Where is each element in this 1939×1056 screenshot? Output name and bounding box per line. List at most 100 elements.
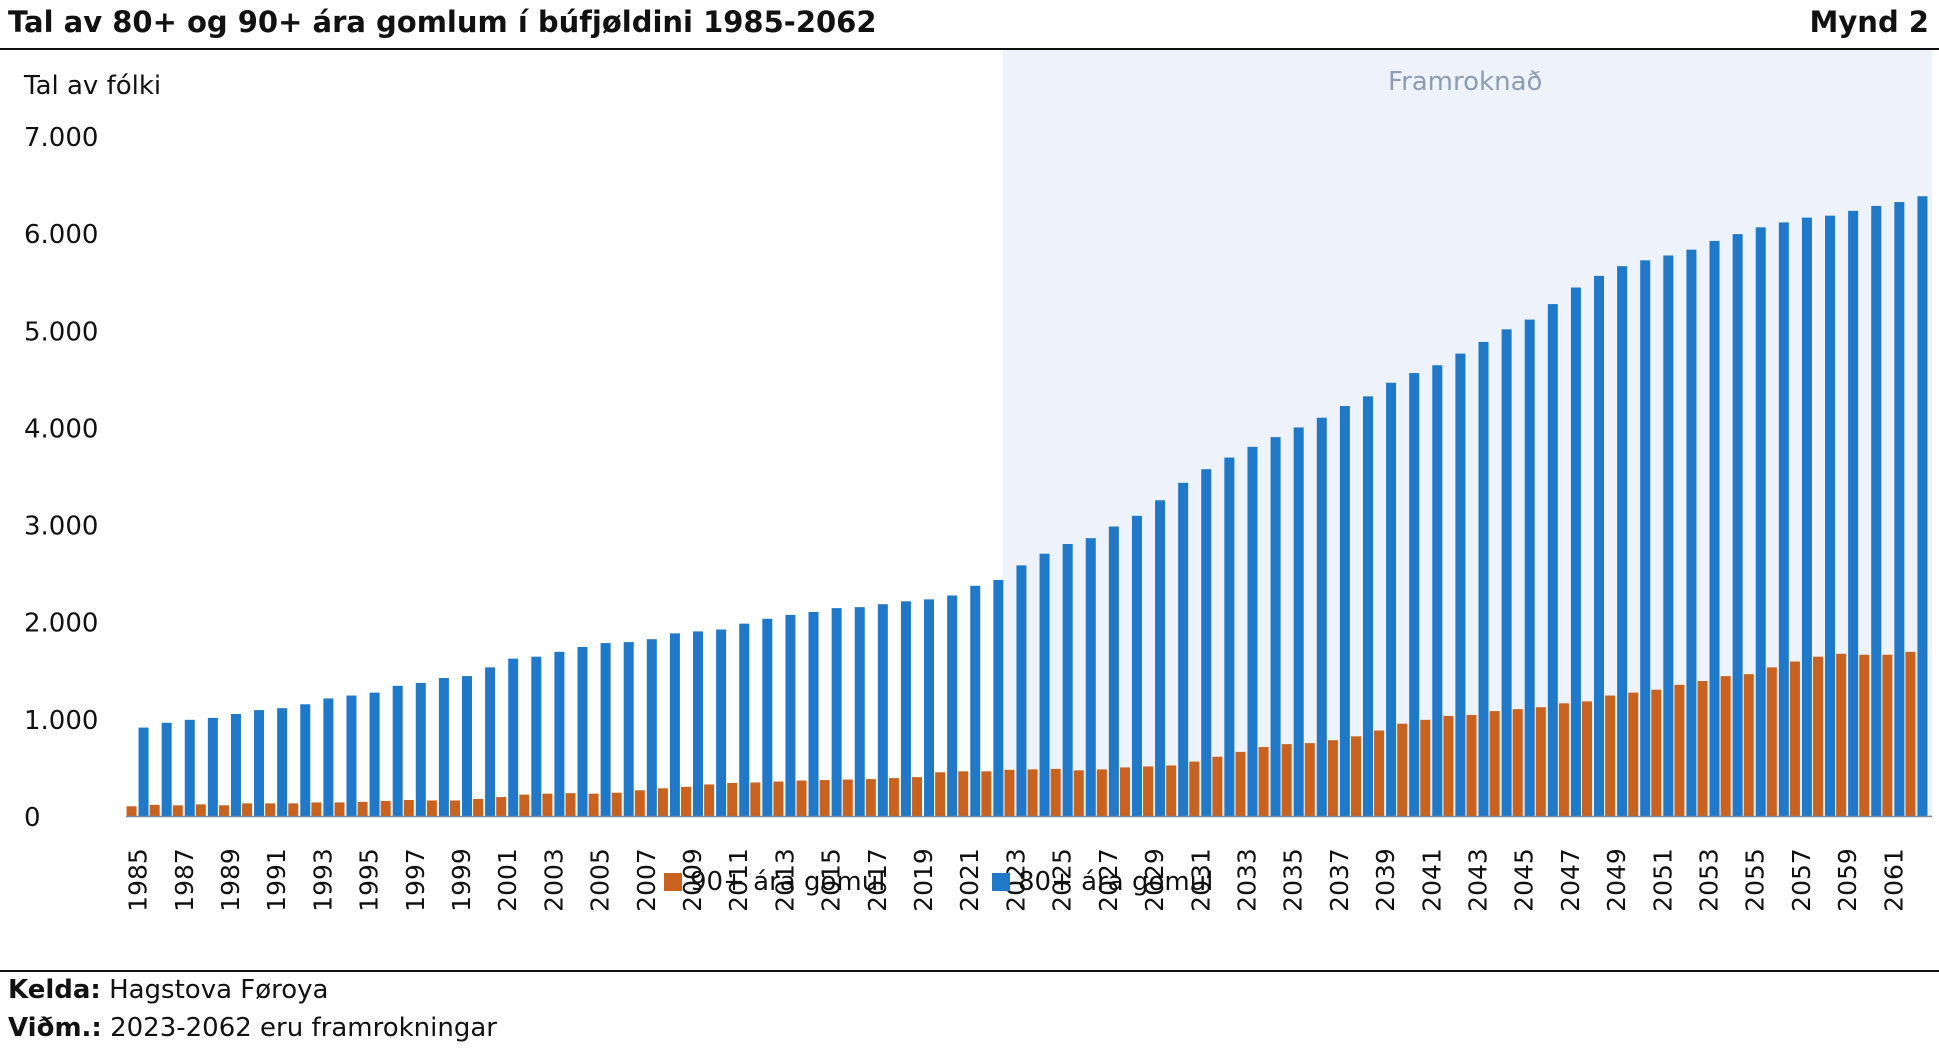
bar-80-1997 <box>415 682 426 816</box>
source-label: Kelda: <box>8 975 101 1005</box>
bar-80-2036 <box>1316 417 1327 816</box>
bar-80-2015 <box>831 608 842 816</box>
x-tick-label: 2001 <box>493 848 522 912</box>
bar-90-2036 <box>1304 743 1315 816</box>
bar-90-2046 <box>1535 707 1546 816</box>
x-tick-label: 2033 <box>1232 848 1261 912</box>
bar-80-2059 <box>1848 210 1859 817</box>
bar-90-2021 <box>958 771 969 816</box>
bar-80-2052 <box>1686 249 1697 816</box>
x-tick-label: 2037 <box>1325 848 1354 912</box>
x-tick-label: 2053 <box>1695 848 1724 912</box>
x-tick-label: 1997 <box>401 848 430 912</box>
bar-80-2019 <box>924 599 935 816</box>
bar-90-2055 <box>1743 674 1754 816</box>
bar-90-1998 <box>426 800 437 816</box>
bar-80-2001 <box>508 658 519 816</box>
bar-80-2020 <box>947 595 958 816</box>
bar-90-2058 <box>1813 656 1824 816</box>
x-tick-label: 2051 <box>1648 848 1677 912</box>
bar-90-2062 <box>1905 651 1916 816</box>
bar-80-1986 <box>161 722 172 816</box>
x-axis-ticks: 1985 1987 1989 1991 1993 1995 1997 1999 2001 2003… <box>124 848 1909 912</box>
x-tick-label: 2045 <box>1510 848 1539 912</box>
x-tick-label: 2025 <box>1048 848 1077 912</box>
bar-90-2045 <box>1512 709 1523 816</box>
bar-90-2017 <box>865 779 876 816</box>
bar-90-2037 <box>1327 740 1338 816</box>
bar-80-1994 <box>346 695 357 816</box>
bar-90-2031 <box>1189 761 1200 816</box>
bar-80-2046 <box>1547 304 1558 816</box>
bar-80-2041 <box>1432 365 1443 816</box>
x-tick-label: 1989 <box>216 848 245 912</box>
bar-90-2020 <box>935 772 946 816</box>
y-tick-label: 7.000 <box>24 123 98 153</box>
y-axis-title: Tal av fólki <box>23 71 161 101</box>
bar-80-2025 <box>1062 544 1073 816</box>
bar-90-2044 <box>1489 711 1500 816</box>
footer-divider <box>0 970 1939 972</box>
bar-90-2032 <box>1212 756 1223 816</box>
bar-80-2048 <box>1594 275 1605 816</box>
bar-90-2004 <box>565 793 576 816</box>
legend-label-90: 90+ ára gomul <box>690 867 885 897</box>
bar-90-2014 <box>796 780 807 816</box>
bar-90-2057 <box>1789 661 1800 816</box>
bar-90-1991 <box>265 803 276 816</box>
source-text: Hagstova Føroya <box>109 975 329 1005</box>
bar-80-2012 <box>762 618 773 816</box>
bar-80-2042 <box>1455 353 1466 816</box>
bar-80-2038 <box>1362 396 1373 816</box>
x-tick-label: 1999 <box>447 848 476 912</box>
x-tick-label: 2007 <box>632 848 661 912</box>
y-tick-label: 4.000 <box>24 414 98 444</box>
bar-80-2057 <box>1801 217 1812 817</box>
bar-80-2037 <box>1339 406 1350 816</box>
bar-80-1992 <box>300 704 311 816</box>
bar-90-2051 <box>1651 689 1662 816</box>
bar-80-2013 <box>785 614 796 816</box>
bar-80-2031 <box>1201 469 1212 816</box>
legend-swatch-80 <box>992 873 1010 891</box>
bar-80-2026 <box>1085 538 1096 816</box>
bar-chart: Framroknað Tal av fólki 0 1.000 2.000 3.000… <box>23 50 1932 912</box>
bar-80-2032 <box>1224 457 1235 816</box>
bar-80-2027 <box>1108 526 1119 816</box>
x-tick-label: 1985 <box>124 848 153 912</box>
bar-90-2030 <box>1166 765 1177 816</box>
chart-title: Tal av 80+ og 90+ ára gomlum í búfjøldin… <box>8 5 877 39</box>
bar-90-2029 <box>1143 766 1154 816</box>
bar-80-2014 <box>808 612 819 816</box>
bar-90-1992 <box>288 803 299 816</box>
bar-90-2043 <box>1466 714 1477 816</box>
bar-90-1990 <box>242 803 253 816</box>
x-tick-label: 2021 <box>955 848 984 912</box>
bar-90-1988 <box>195 804 206 816</box>
bar-90-2011 <box>727 782 738 816</box>
bar-90-1986 <box>149 804 160 816</box>
x-tick-label: 2009 <box>678 848 707 912</box>
x-tick-label: 2041 <box>1417 848 1446 912</box>
bar-80-1990 <box>254 710 265 816</box>
y-axis-ticks: 0 1.000 2.000 3.000 4.000 5.000 6.000 7.000 <box>24 123 98 833</box>
bar-90-1996 <box>380 800 391 816</box>
legend: 90+ ára gomul 80+ ára gomul <box>664 867 1213 897</box>
legend-label-80: 80+ ára gomul <box>1018 867 1213 897</box>
x-tick-label: 1987 <box>170 848 199 912</box>
x-tick-label: 2015 <box>817 848 846 912</box>
bar-80-2061 <box>1894 202 1905 817</box>
x-tick-label: 1995 <box>355 848 384 912</box>
x-tick-label: 2019 <box>909 848 938 912</box>
bar-80-2002 <box>531 656 542 816</box>
x-tick-label: 1991 <box>262 848 291 912</box>
bar-80-2056 <box>1778 222 1789 816</box>
x-tick-label: 2013 <box>770 848 799 912</box>
bar-90-2052 <box>1674 684 1685 816</box>
bar-90-2000 <box>473 799 484 816</box>
figure-label: Mynd 2 <box>1809 5 1929 39</box>
bar-90-2007 <box>634 790 645 816</box>
bar-80-2008 <box>669 633 680 816</box>
x-tick-label: 2061 <box>1879 848 1908 912</box>
chart-header: Tal av 80+ og 90+ ára gomlum í búfjøldin… <box>0 0 1939 48</box>
